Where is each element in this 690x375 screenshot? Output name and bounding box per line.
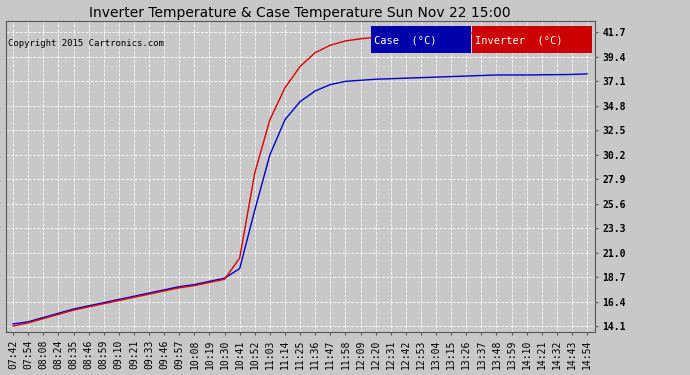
Title: Inverter Temperature & Case Temperature Sun Nov 22 15:00: Inverter Temperature & Case Temperature … — [89, 6, 511, 20]
Text: Copyright 2015 Cartronics.com: Copyright 2015 Cartronics.com — [8, 39, 164, 48]
Text: Inverter  (°C): Inverter (°C) — [475, 36, 562, 45]
Text: Case  (°C): Case (°C) — [374, 36, 437, 45]
